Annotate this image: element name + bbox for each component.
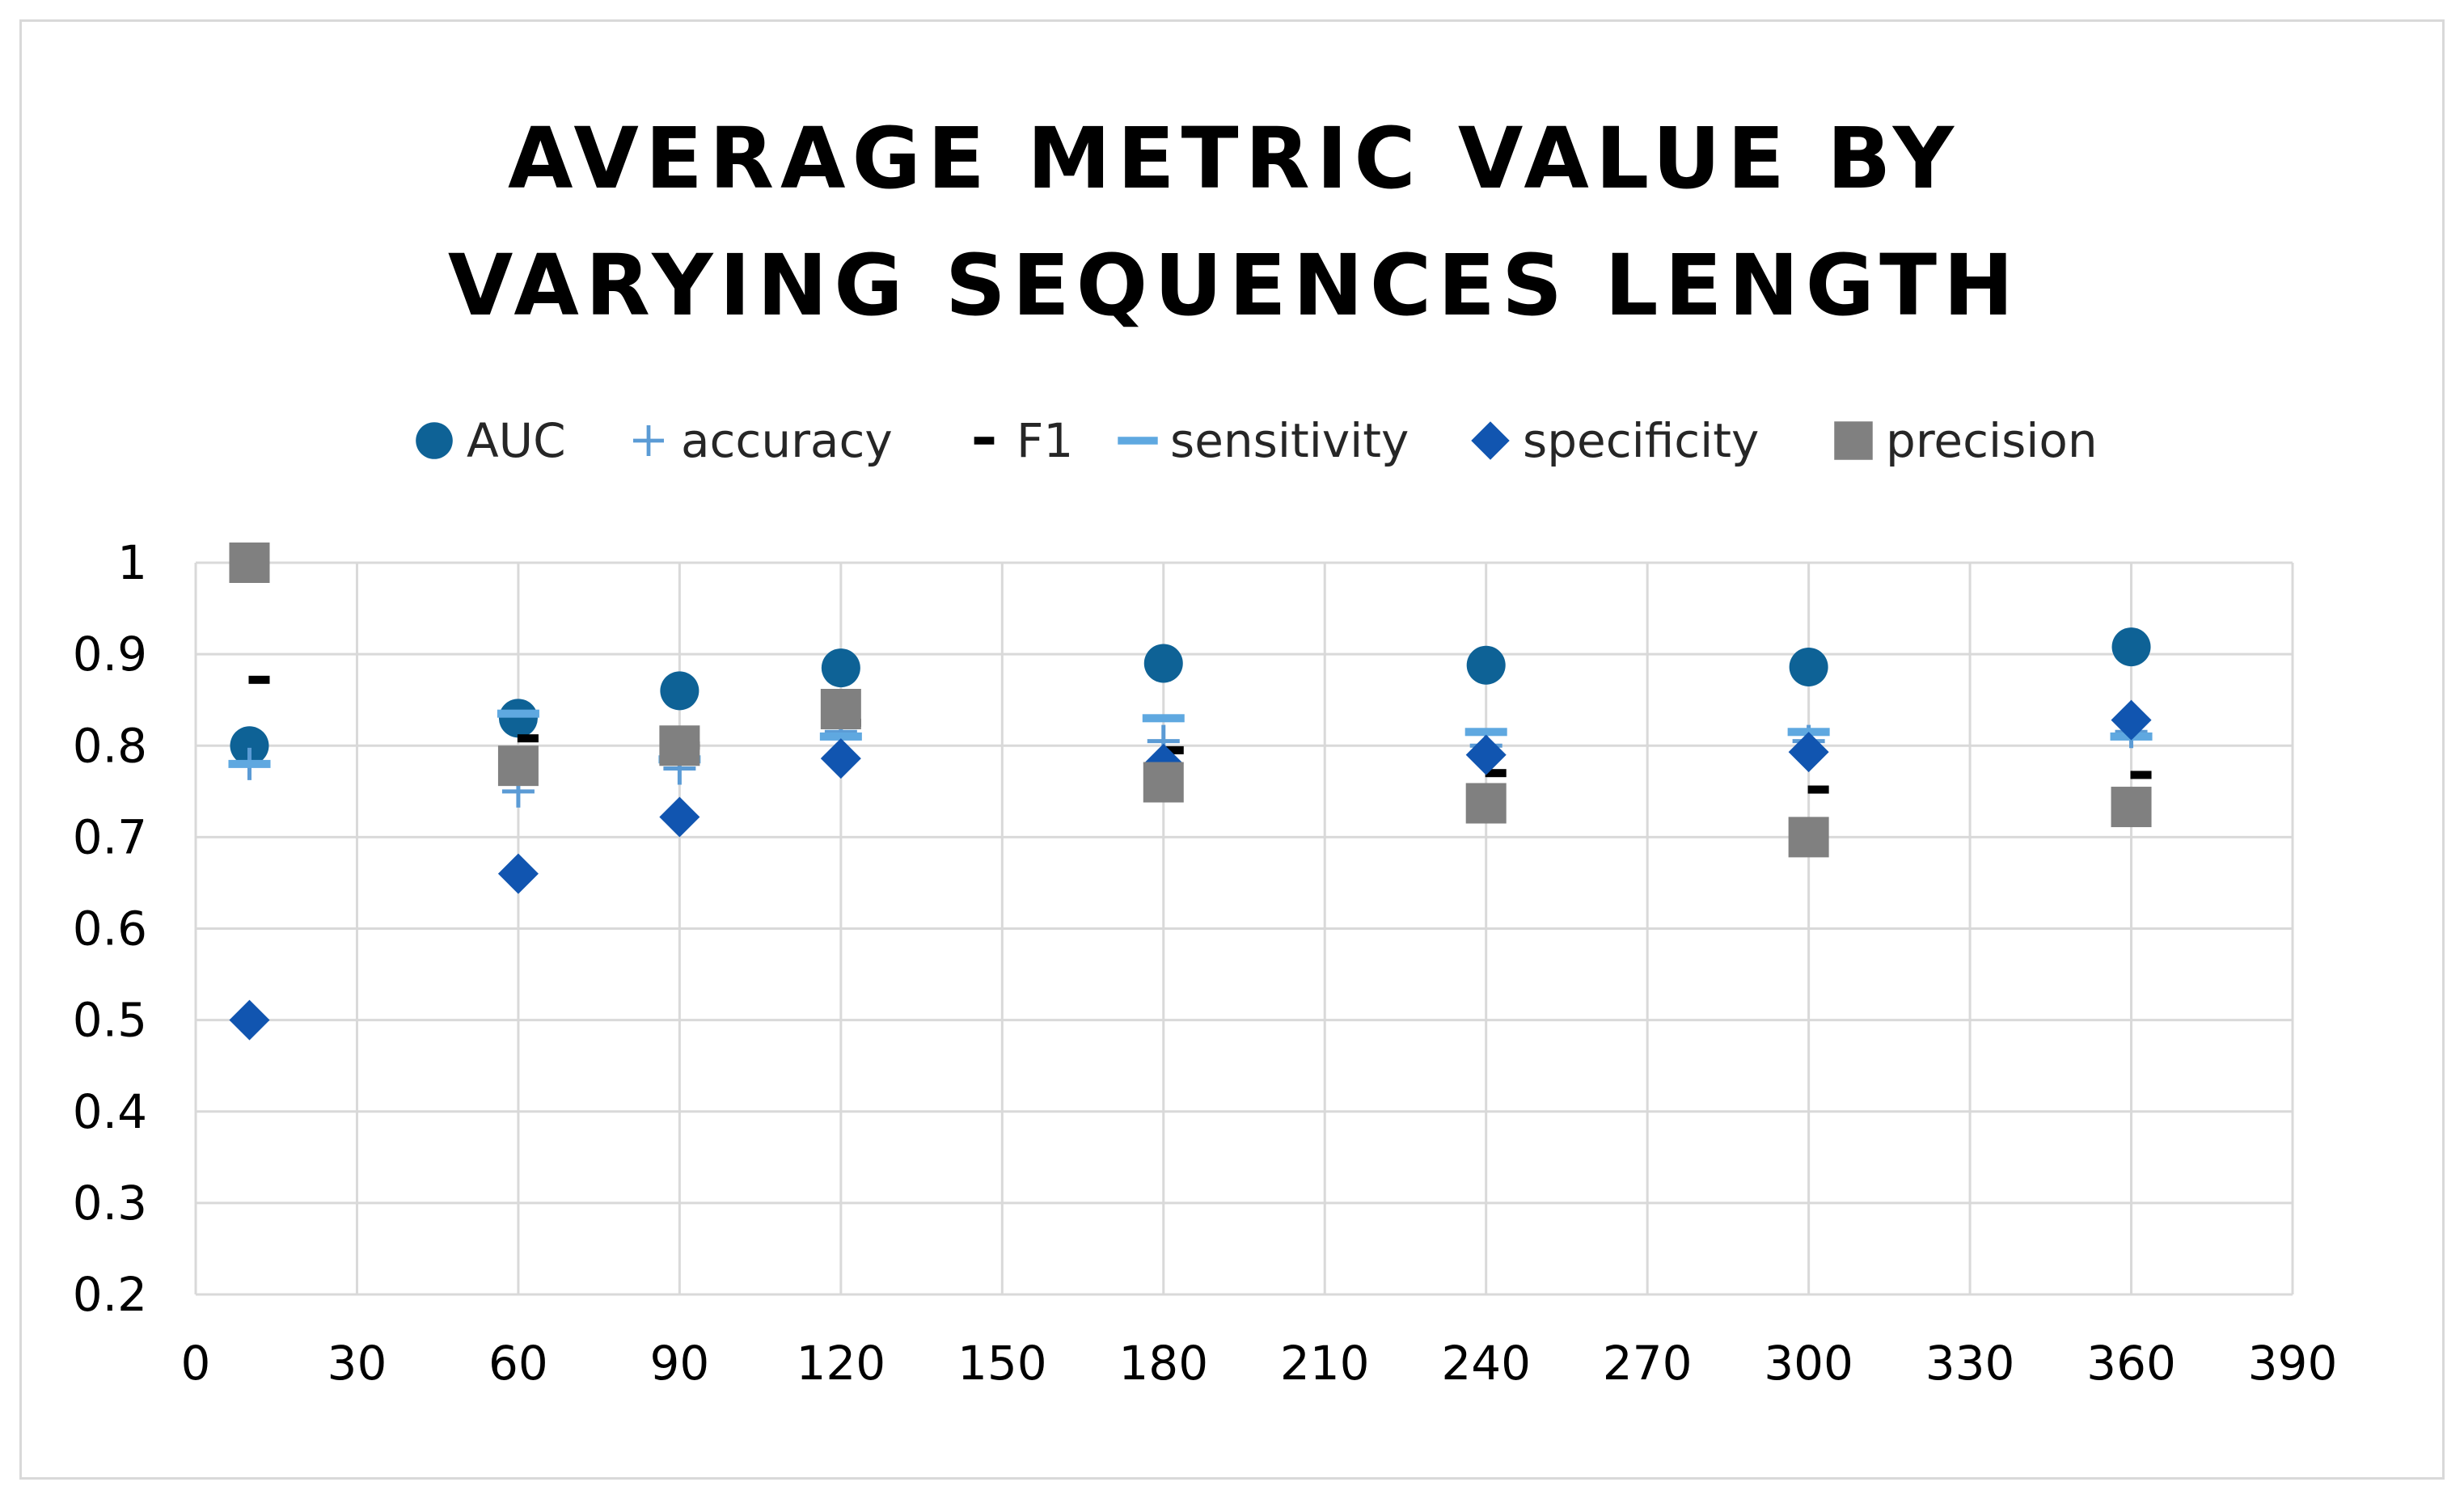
legend-marker-accuracy	[633, 425, 664, 456]
x-tick-label-5: 150	[957, 1336, 1047, 1391]
legend-item-sensitivity: sensitivity	[1118, 413, 1409, 468]
precision-point-2	[659, 725, 700, 766]
specificity-point-3	[820, 738, 861, 779]
x-tick-label-6: 180	[1118, 1336, 1208, 1391]
specificity-point-1	[497, 853, 539, 894]
series-precision	[229, 543, 2152, 858]
x-tick-label-9: 270	[1603, 1336, 1693, 1391]
precision-point-0	[229, 543, 270, 583]
specificity-point-6	[1788, 732, 1829, 773]
series-marks	[228, 543, 2153, 1041]
AUC-point-1	[498, 699, 538, 738]
sensitivity-point-4	[1142, 714, 1185, 723]
series-AUC	[230, 627, 2151, 766]
sensitivity-point-3	[819, 732, 862, 741]
specificity-point-2	[659, 796, 700, 838]
y-axis-ticks: 0.2 0.3 0.4 0.5 0.6 0.7 0.8 0.9 1	[73, 535, 147, 1322]
legend-marker-AUC	[416, 422, 453, 459]
legend-item-precision: precision	[1834, 413, 2098, 468]
AUC-point-4	[1143, 644, 1183, 683]
legend-label-precision: precision	[1886, 413, 2098, 468]
y-tick-label-4: 0.6	[73, 902, 147, 956]
y-tick-label-0: 0.2	[73, 1267, 147, 1322]
x-axis-ticks: 0 30 60 90 120 150 180 210 240 270 300 330 360 390	[181, 1336, 2338, 1391]
legend-item-F1: F1	[974, 413, 1073, 468]
x-tick-label-13: 390	[2248, 1336, 2338, 1391]
legend-item-accuracy: accuracy	[633, 413, 893, 468]
x-tick-label-7: 210	[1280, 1336, 1370, 1391]
y-tick-label-1: 0.3	[73, 1176, 147, 1231]
legend: AUC accuracy F1 sensitivity specificity preci…	[416, 413, 2098, 468]
legend-marker-sensitivity	[1118, 437, 1158, 445]
legend-marker-F1	[974, 437, 995, 445]
F1-point-6	[1807, 785, 1829, 794]
legend-label-AUC: AUC	[467, 413, 566, 468]
x-tick-label-11: 330	[1925, 1336, 2015, 1391]
x-tick-label-3: 90	[649, 1336, 709, 1391]
grid	[194, 561, 2294, 1296]
y-tick-label-3: 0.5	[73, 993, 147, 1048]
AUC-point-7	[2111, 627, 2151, 667]
chart-frame: AVERAGE METRIC VALUE BY VARYING SEQUENCE…	[19, 19, 2445, 1480]
x-tick-label-8: 240	[1441, 1336, 1531, 1391]
precision-point-5	[1465, 783, 1507, 824]
AUC-point-3	[821, 648, 860, 688]
x-tick-label-10: 300	[1764, 1336, 1853, 1391]
legend-item-AUC: AUC	[416, 413, 566, 468]
x-tick-label-1: 30	[328, 1336, 387, 1391]
legend-marker-specificity	[1471, 421, 1510, 460]
specificity-point-7	[2111, 699, 2152, 741]
sensitivity-point-1	[497, 709, 539, 718]
F1-point-1	[517, 734, 539, 743]
sensitivity-point-0	[228, 759, 271, 768]
F1-point-5	[1485, 769, 1507, 778]
x-tick-label-2: 60	[488, 1336, 548, 1391]
legend-item-specificity: specificity	[1471, 413, 1759, 468]
F1-point-7	[2130, 771, 2152, 779]
legend-label-accuracy: accuracy	[681, 413, 893, 468]
y-tick-label-5: 0.7	[73, 809, 147, 864]
AUC-point-5	[1466, 645, 1506, 685]
AUC-point-2	[660, 671, 699, 711]
F1-point-0	[248, 675, 270, 684]
y-tick-label-6: 0.8	[73, 718, 147, 773]
specificity-point-5	[1465, 734, 1507, 775]
y-tick-label-7: 0.9	[73, 627, 147, 682]
F1-point-4	[1162, 745, 1184, 754]
chart-title-line-1: AVERAGE METRIC VALUE BY	[508, 109, 1960, 208]
legend-label-specificity: specificity	[1523, 413, 1759, 468]
chart-svg: AVERAGE METRIC VALUE BY VARYING SEQUENCE…	[73, 109, 2338, 1391]
legend-label-F1: F1	[1016, 413, 1073, 468]
chart-title: AVERAGE METRIC VALUE BY VARYING SEQUENCE…	[448, 109, 2020, 335]
precision-point-6	[1788, 817, 1829, 858]
precision-point-7	[2111, 787, 2152, 828]
precision-point-1	[497, 745, 539, 787]
x-tick-label-4: 120	[796, 1336, 885, 1391]
AUC-point-0	[230, 726, 269, 766]
x-tick-label-0: 0	[181, 1336, 211, 1391]
chart-title-line-2: VARYING SEQUENCES LENGTH	[448, 236, 2020, 335]
series-specificity	[229, 699, 2152, 1041]
legend-marker-precision	[1834, 421, 1873, 460]
sensitivity-point-5	[1464, 728, 1507, 737]
precision-point-3	[820, 689, 861, 729]
precision-point-4	[1143, 762, 1184, 803]
specificity-point-0	[229, 999, 270, 1041]
x-tick-label-12: 360	[2086, 1336, 2176, 1391]
AUC-point-6	[1789, 647, 1828, 686]
y-tick-label-8: 1	[117, 535, 147, 590]
legend-label-sensitivity: sensitivity	[1170, 413, 1409, 468]
y-tick-label-2: 0.4	[73, 1084, 147, 1139]
